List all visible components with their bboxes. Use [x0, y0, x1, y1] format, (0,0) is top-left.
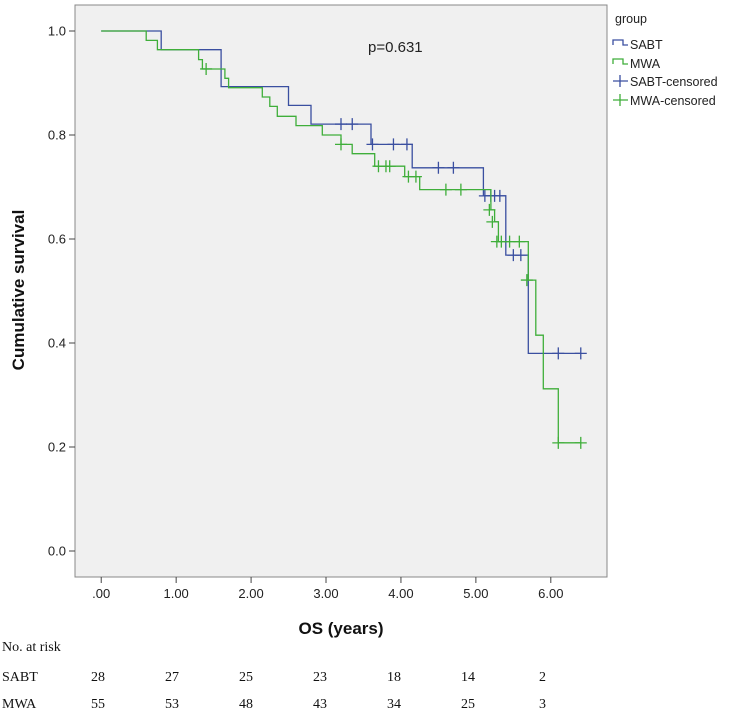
risk-cell: 53 — [165, 697, 179, 712]
legend-label-mwa-censored: MWA-censored — [630, 94, 716, 108]
censor-mark-mwa — [574, 436, 587, 449]
y-axis-title: Cumulative survival — [9, 210, 28, 371]
y-tick-label: 0.6 — [48, 232, 66, 247]
censor-mark-mwa — [200, 62, 213, 75]
risk-cell: 48 — [239, 697, 253, 712]
x-tick-label: 2.00 — [238, 586, 263, 601]
x-tick-label: 5.00 — [463, 586, 488, 601]
x-axis-title: OS (years) — [298, 619, 383, 638]
censor-mark-mwa — [383, 160, 396, 173]
censor-mark-mwa — [513, 235, 526, 248]
censor-mark-sabt — [514, 249, 527, 262]
risk-cell: 25 — [461, 697, 475, 712]
censor-mark-sabt — [552, 347, 565, 360]
risk-cell: 3 — [539, 697, 546, 712]
censor-mark-sabt — [366, 138, 379, 151]
risk-cell: 27 — [165, 670, 179, 685]
censor-mark-sabt — [447, 161, 460, 174]
x-tick-label: 1.00 — [163, 586, 188, 601]
legend-title: group — [615, 12, 647, 26]
censor-mark-sabt — [346, 118, 359, 131]
risk-cell: 23 — [313, 670, 327, 685]
legend-label-mwa: MWA — [630, 57, 661, 71]
y-axis: 0.0 0.2 0.4 0.6 0.8 1.0 — [48, 24, 75, 559]
legend-item-sabt-censored: SABT-censored — [613, 75, 718, 89]
y-tick-label: 0.2 — [48, 440, 66, 455]
censor-mark-sabt — [493, 189, 506, 202]
censor-mark-sabt — [335, 118, 347, 131]
km-chart: 0.0 0.2 0.4 0.6 0.8 1.0 .00 1.00 2.00 3.00 4.00 5.… — [9, 4, 718, 638]
censor-mark-sabt — [432, 161, 445, 174]
censor-mark-mwa — [454, 183, 467, 196]
x-tick-label: 3.00 — [313, 586, 338, 601]
risk-cell: 14 — [461, 670, 475, 685]
x-tick-label: 6.00 — [538, 586, 563, 601]
y-tick-label: 1.0 — [48, 24, 66, 39]
censor-mark-mwa — [520, 274, 533, 287]
censor-mark-sabt — [400, 138, 413, 151]
plot-area — [74, 4, 608, 578]
series-layer — [101, 30, 587, 449]
legend-item-mwa: MWA — [612, 57, 661, 71]
censor-mark-sabt — [574, 347, 587, 360]
legend-item-sabt: SABT — [612, 38, 663, 52]
risk-row-label-sabt: SABT — [2, 670, 38, 685]
x-tick-label: .00 — [92, 586, 110, 601]
censor-mark-mwa — [335, 138, 347, 151]
censor-mark-mwa — [552, 436, 565, 449]
y-tick-label: 0.4 — [48, 336, 66, 351]
legend-item-mwa-censored: MWA-censored — [613, 94, 716, 108]
risk-cell: 43 — [313, 697, 327, 712]
series-line-sabt — [101, 30, 581, 355]
risk-cell: 25 — [239, 670, 253, 685]
legend: group SABT MWA SABT-censored MWA-censore… — [612, 12, 718, 108]
legend-swatch-mwa-censored — [613, 94, 628, 106]
p-value-annotation: p=0.631 — [368, 39, 423, 56]
risk-cell: 55 — [91, 697, 105, 712]
risk-cell: 18 — [387, 670, 401, 685]
risk-cell: 34 — [387, 697, 401, 712]
legend-swatch-mwa — [612, 58, 628, 65]
censor-mark-mwa — [439, 183, 452, 196]
risk-cell: 2 — [539, 670, 546, 685]
risk-row-label-mwa: MWA — [2, 697, 37, 712]
risk-cell: 28 — [91, 670, 105, 685]
censor-mark-mwa — [483, 203, 496, 216]
legend-label-sabt: SABT — [630, 38, 663, 52]
y-tick-label: 0.0 — [48, 544, 66, 559]
legend-label-sabt-censored: SABT-censored — [630, 75, 718, 89]
censor-mark-sabt — [387, 138, 400, 151]
risk-table-title: No. at risk — [2, 640, 61, 655]
legend-swatch-sabt — [612, 39, 628, 46]
x-axis: .00 1.00 2.00 3.00 4.00 5.00 6.00 — [92, 577, 563, 601]
censor-mark-mwa — [409, 170, 422, 183]
censor-mark-mwa — [486, 215, 499, 228]
x-tick-label: 4.00 — [388, 586, 413, 601]
y-tick-label: 0.8 — [48, 128, 66, 143]
legend-swatch-sabt-censored — [613, 75, 628, 87]
